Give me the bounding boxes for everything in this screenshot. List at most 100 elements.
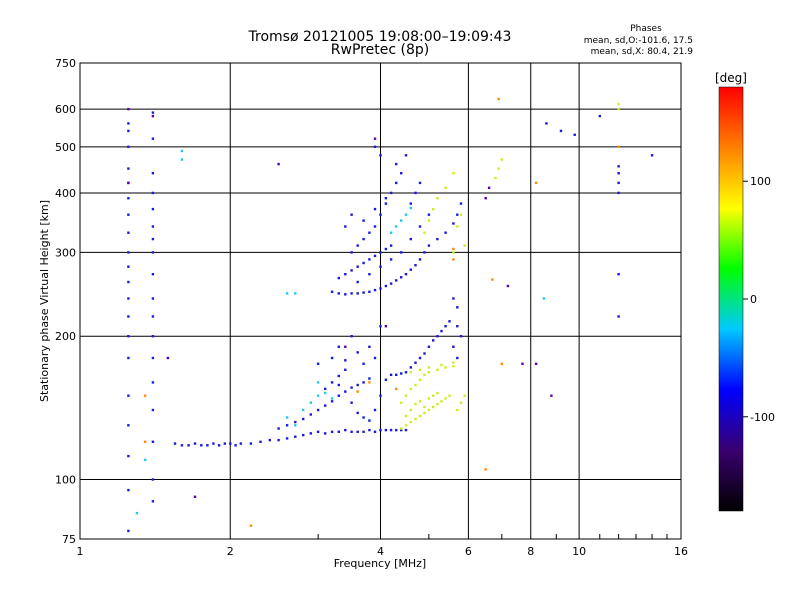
scatter-point-series-1 xyxy=(400,401,403,404)
scatter-point-series-1 xyxy=(436,197,439,200)
scatter-point-series-2 xyxy=(180,149,184,153)
scatter-point-series-2 xyxy=(330,397,334,400)
scatter-point-series-0 xyxy=(384,428,388,432)
scatter-point-series-0 xyxy=(409,202,412,205)
scatter-point-series-1 xyxy=(459,213,463,216)
phase-info-x: mean, sd,X: 80.4, 21.9 xyxy=(591,47,694,57)
x-tick-label: 6 xyxy=(465,545,472,558)
scatter-point-series-2 xyxy=(316,381,320,384)
scatter-point-series-0 xyxy=(356,383,359,387)
scatter-point-series-0 xyxy=(384,378,388,381)
scatter-point-series-0 xyxy=(452,222,455,225)
scatter-point-series-1 xyxy=(617,107,620,111)
scatter-point-series-0 xyxy=(344,293,347,296)
scatter-point-series-0 xyxy=(151,172,155,175)
x-tick-label: 1 xyxy=(77,545,84,558)
scatter-point-series-1 xyxy=(497,167,500,170)
scatter-point-series-0 xyxy=(151,251,155,254)
scatter-point-series-1 xyxy=(423,231,426,234)
scatter-point-series-1 xyxy=(409,408,412,412)
scatter-point-series-0 xyxy=(409,366,412,369)
scatter-point-series-0 xyxy=(259,440,262,443)
scatter-point-series-0 xyxy=(459,202,463,205)
scatter-point-series-0 xyxy=(617,181,620,185)
scatter-point-series-0 xyxy=(373,207,377,211)
x-axis-ticks: 1 2 4 6 8 10 16 xyxy=(77,534,688,558)
scatter-point-series-0 xyxy=(427,213,431,216)
scatter-point-series-0 xyxy=(127,529,130,533)
scatter-point-series-1 xyxy=(444,397,447,400)
scatter-point-series-0 xyxy=(324,387,327,391)
scatter-point-series-0 xyxy=(337,430,340,433)
scatter-point-series-0 xyxy=(389,282,393,285)
scatter-point-series-1 xyxy=(448,394,451,397)
scatter-point-series-4 xyxy=(484,197,487,200)
scatter-point-series-0 xyxy=(362,261,365,265)
scatter-point-series-0 xyxy=(151,111,155,114)
colorbar-label: [deg] xyxy=(715,71,747,85)
scatter-point-series-0 xyxy=(373,145,377,148)
scatter-point-series-0 xyxy=(379,213,382,216)
scatter-point-series-4 xyxy=(166,356,170,360)
scatter-point-series-0 xyxy=(350,269,353,272)
scatter-point-series-0 xyxy=(404,273,408,276)
scatter-point-series-0 xyxy=(151,408,155,412)
scatter-point-series-0 xyxy=(423,251,426,254)
scatter-point-series-0 xyxy=(418,181,422,185)
scatter-point-series-4 xyxy=(373,137,377,140)
scatter-point-series-0 xyxy=(337,292,340,295)
x-tick-label: 16 xyxy=(674,545,688,558)
scatter-point-series-1 xyxy=(444,186,447,189)
scatter-point-series-0 xyxy=(285,424,289,427)
scatter-point-series-4 xyxy=(534,362,538,365)
scatter-point-series-3 xyxy=(356,390,359,393)
scatter-point-series-1 xyxy=(400,427,403,430)
scatter-point-series-0 xyxy=(395,373,398,376)
scatter-point-series-1 xyxy=(427,397,431,400)
scatter-point-series-1 xyxy=(456,408,459,412)
scatter-point-series-0 xyxy=(368,345,371,348)
scatter-point-series-0 xyxy=(404,371,408,374)
scatter-point-series-3 xyxy=(484,468,487,471)
scatter-point-series-0 xyxy=(373,225,377,228)
scatter-point-series-0 xyxy=(187,444,190,447)
scatter-point-series-0 xyxy=(309,413,312,416)
scatter-point-series-0 xyxy=(127,129,130,133)
scatter-point-series-0 xyxy=(127,231,130,234)
scatter-point-series-1 xyxy=(427,371,431,374)
scatter-point-series-0 xyxy=(409,237,412,241)
scatter-point-series-0 xyxy=(127,454,130,458)
colorbar-tick-label: 100 xyxy=(750,175,771,188)
scatter-point-series-1 xyxy=(418,400,422,403)
scatter-point-series-0 xyxy=(127,167,130,170)
scatter-point-series-0 xyxy=(617,165,620,168)
scatter-point-series-2 xyxy=(135,511,139,515)
scatter-point-series-0 xyxy=(423,352,426,355)
scatter-point-series-1 xyxy=(404,394,408,397)
scatter-point-series-0 xyxy=(337,383,340,387)
scatter-point-series-2 xyxy=(294,424,297,427)
scatter-point-series-0 xyxy=(151,273,155,276)
scatter-point-series-1 xyxy=(452,172,455,175)
scatter-point-series-0 xyxy=(200,444,203,447)
scatter-point-series-1 xyxy=(404,424,408,427)
scatter-point-series-0 xyxy=(180,444,184,447)
scatter-point-series-0 xyxy=(285,437,289,440)
scatter-point-series-1 xyxy=(463,394,466,397)
scatter-point-series-4 xyxy=(151,114,155,118)
scatter-point-series-0 xyxy=(127,280,130,284)
scatter-point-series-0 xyxy=(379,394,382,397)
scatter-point-series-0 xyxy=(617,172,620,175)
scatter-point-series-0 xyxy=(414,264,417,267)
chart-subtitle: RwPretec (8p) xyxy=(331,42,429,58)
scatter-point-series-0 xyxy=(309,432,312,435)
scatter-point-series-0 xyxy=(389,258,393,261)
scatter-point-series-0 xyxy=(223,442,226,445)
scatter-point-series-0 xyxy=(368,428,371,432)
scatter-point-series-1 xyxy=(409,371,412,374)
scatter-point-series-0 xyxy=(173,442,177,445)
scatter-point-series-0 xyxy=(456,325,459,328)
y-tick-label: 600 xyxy=(55,103,76,116)
scatter-point-series-0 xyxy=(650,154,654,157)
scatter-point-series-1 xyxy=(432,207,435,211)
